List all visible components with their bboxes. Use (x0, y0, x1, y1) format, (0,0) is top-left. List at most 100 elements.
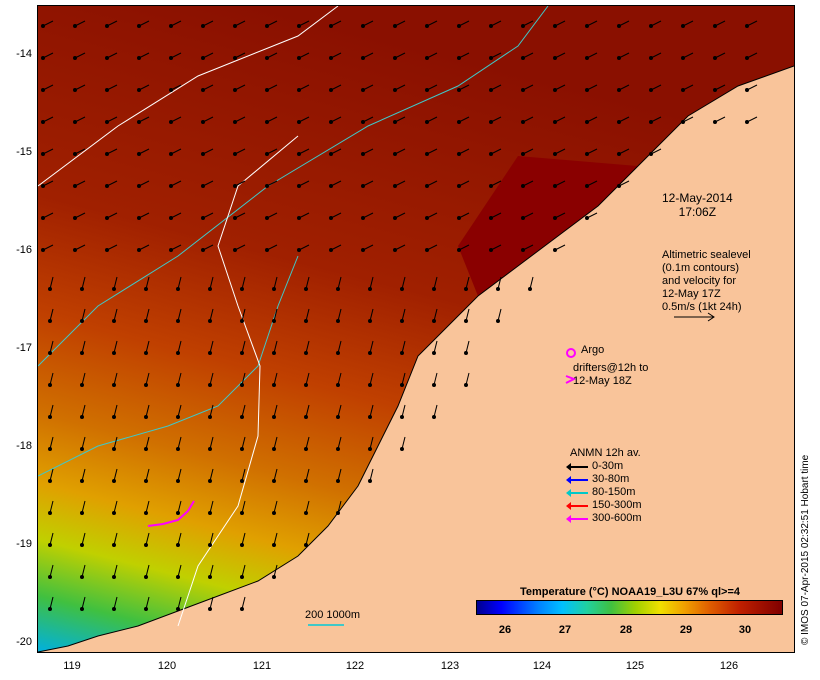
velocity-arrow-head (585, 184, 589, 188)
velocity-arrow-head (176, 287, 180, 291)
velocity-arrow-head (240, 479, 244, 483)
velocity-arrow (209, 276, 214, 290)
velocity-arrow-head (457, 56, 461, 60)
velocity-arrow-head (176, 543, 180, 547)
velocity-arrow-head (521, 152, 525, 156)
velocity-arrow-head (265, 248, 269, 252)
velocity-arrow (401, 372, 406, 386)
velocity-arrow-head (265, 216, 269, 220)
velocity-arrow-head (169, 120, 173, 124)
velocity-arrow (49, 372, 54, 386)
y-tick-label: -18 (16, 440, 32, 452)
velocity-arrow-head (48, 383, 52, 387)
velocity-arrow-head (489, 152, 493, 156)
velocity-arrow (145, 276, 150, 290)
velocity-arrow-head (80, 351, 84, 355)
velocity-arrow (177, 404, 182, 418)
velocity-arrow-head (233, 184, 237, 188)
velocity-arrow (177, 372, 182, 386)
velocity-arrow-head (48, 575, 52, 579)
velocity-arrow-head (48, 479, 52, 483)
hot-water (458, 156, 638, 296)
velocity-arrow-head (464, 351, 468, 355)
velocity-arrow-head (368, 415, 372, 419)
velocity-arrow-head (208, 543, 212, 547)
sst-map (38, 6, 794, 652)
velocity-arrow (113, 372, 118, 386)
velocity-arrow-head (201, 88, 205, 92)
drifter-legend: drifters@12h to 12-May 18Z (573, 362, 648, 388)
velocity-arrow-head (425, 56, 429, 60)
velocity-arrow-head (432, 287, 436, 291)
map-area[interactable] (37, 5, 795, 653)
velocity-arrow (465, 276, 470, 290)
velocity-arrow (113, 564, 118, 578)
altimetry-line: (0.1m contours) (662, 262, 740, 274)
velocity-arrow-head (73, 248, 77, 252)
velocity-arrow-head (144, 447, 148, 451)
velocity-arrow-head (265, 184, 269, 188)
velocity-arrow-head (176, 447, 180, 451)
velocity-arrow (177, 436, 182, 450)
velocity-arrow-head (617, 24, 621, 28)
velocity-arrow-head (272, 511, 276, 515)
velocity-arrow-head (649, 152, 653, 156)
velocity-arrow-head (137, 24, 141, 28)
velocity-arrow-head (112, 383, 116, 387)
velocity-arrow-head (617, 88, 621, 92)
anmn-item: 150-300m (566, 499, 642, 512)
velocity-arrow (305, 500, 310, 514)
velocity-arrow-head (585, 56, 589, 60)
velocity-arrow-head (361, 56, 365, 60)
velocity-arrow-head (105, 152, 109, 156)
velocity-arrow-head (233, 24, 237, 28)
velocity-arrow-head (176, 511, 180, 515)
velocity-arrow (401, 436, 406, 450)
colorbar-title: Temperature (°C) NOAA19_L3U 67% ql>=4 (520, 586, 740, 598)
velocity-arrow-head (48, 511, 52, 515)
velocity-arrow-head (176, 351, 180, 355)
arrow-icon (566, 462, 588, 471)
velocity-arrow (145, 564, 150, 578)
velocity-arrow-head (457, 152, 461, 156)
velocity-arrow-head (425, 24, 429, 28)
velocity-arrow (81, 340, 86, 354)
velocity-arrow-head (112, 351, 116, 355)
velocity-arrow-head (585, 24, 589, 28)
velocity-arrow-head (297, 88, 301, 92)
velocity-arrow-head (240, 287, 244, 291)
anmn-item: 30-80m (566, 473, 642, 486)
velocity-arrow-head (80, 607, 84, 611)
velocity-arrow (49, 564, 54, 578)
velocity-arrow-head (41, 216, 45, 220)
velocity-arrow (177, 468, 182, 482)
velocity-arrow (113, 404, 118, 418)
velocity-arrow-head (105, 216, 109, 220)
velocity-arrow-head (144, 543, 148, 547)
velocity-arrow (337, 468, 342, 482)
velocity-arrow-head (432, 415, 436, 419)
velocity-arrow-head (336, 319, 340, 323)
velocity-arrow-head (297, 152, 301, 156)
velocity-arrow-head (80, 447, 84, 451)
velocity-arrow (241, 276, 246, 290)
velocity-arrow (209, 308, 214, 322)
velocity-arrow (145, 436, 150, 450)
velocity-arrow-head (73, 88, 77, 92)
velocity-arrow (337, 276, 342, 290)
velocity-arrow (337, 340, 342, 354)
velocity-arrow-head (144, 351, 148, 355)
velocity-arrow-head (464, 383, 468, 387)
velocity-arrow-head (112, 479, 116, 483)
velocity-arrow (113, 340, 118, 354)
anmn-legend: ANMN 12h av. 0-30m 30-80m 80-150m 150-30… (566, 447, 642, 525)
velocity-arrow-head (41, 184, 45, 188)
velocity-arrow-head (400, 287, 404, 291)
velocity-arrow-head (105, 24, 109, 28)
velocity-arrow-head (336, 511, 340, 515)
velocity-arrow-head (368, 383, 372, 387)
velocity-arrow-head (41, 24, 45, 28)
velocity-arrow-head (208, 287, 212, 291)
velocity-arrow (81, 308, 86, 322)
velocity-arrow-head (681, 88, 685, 92)
